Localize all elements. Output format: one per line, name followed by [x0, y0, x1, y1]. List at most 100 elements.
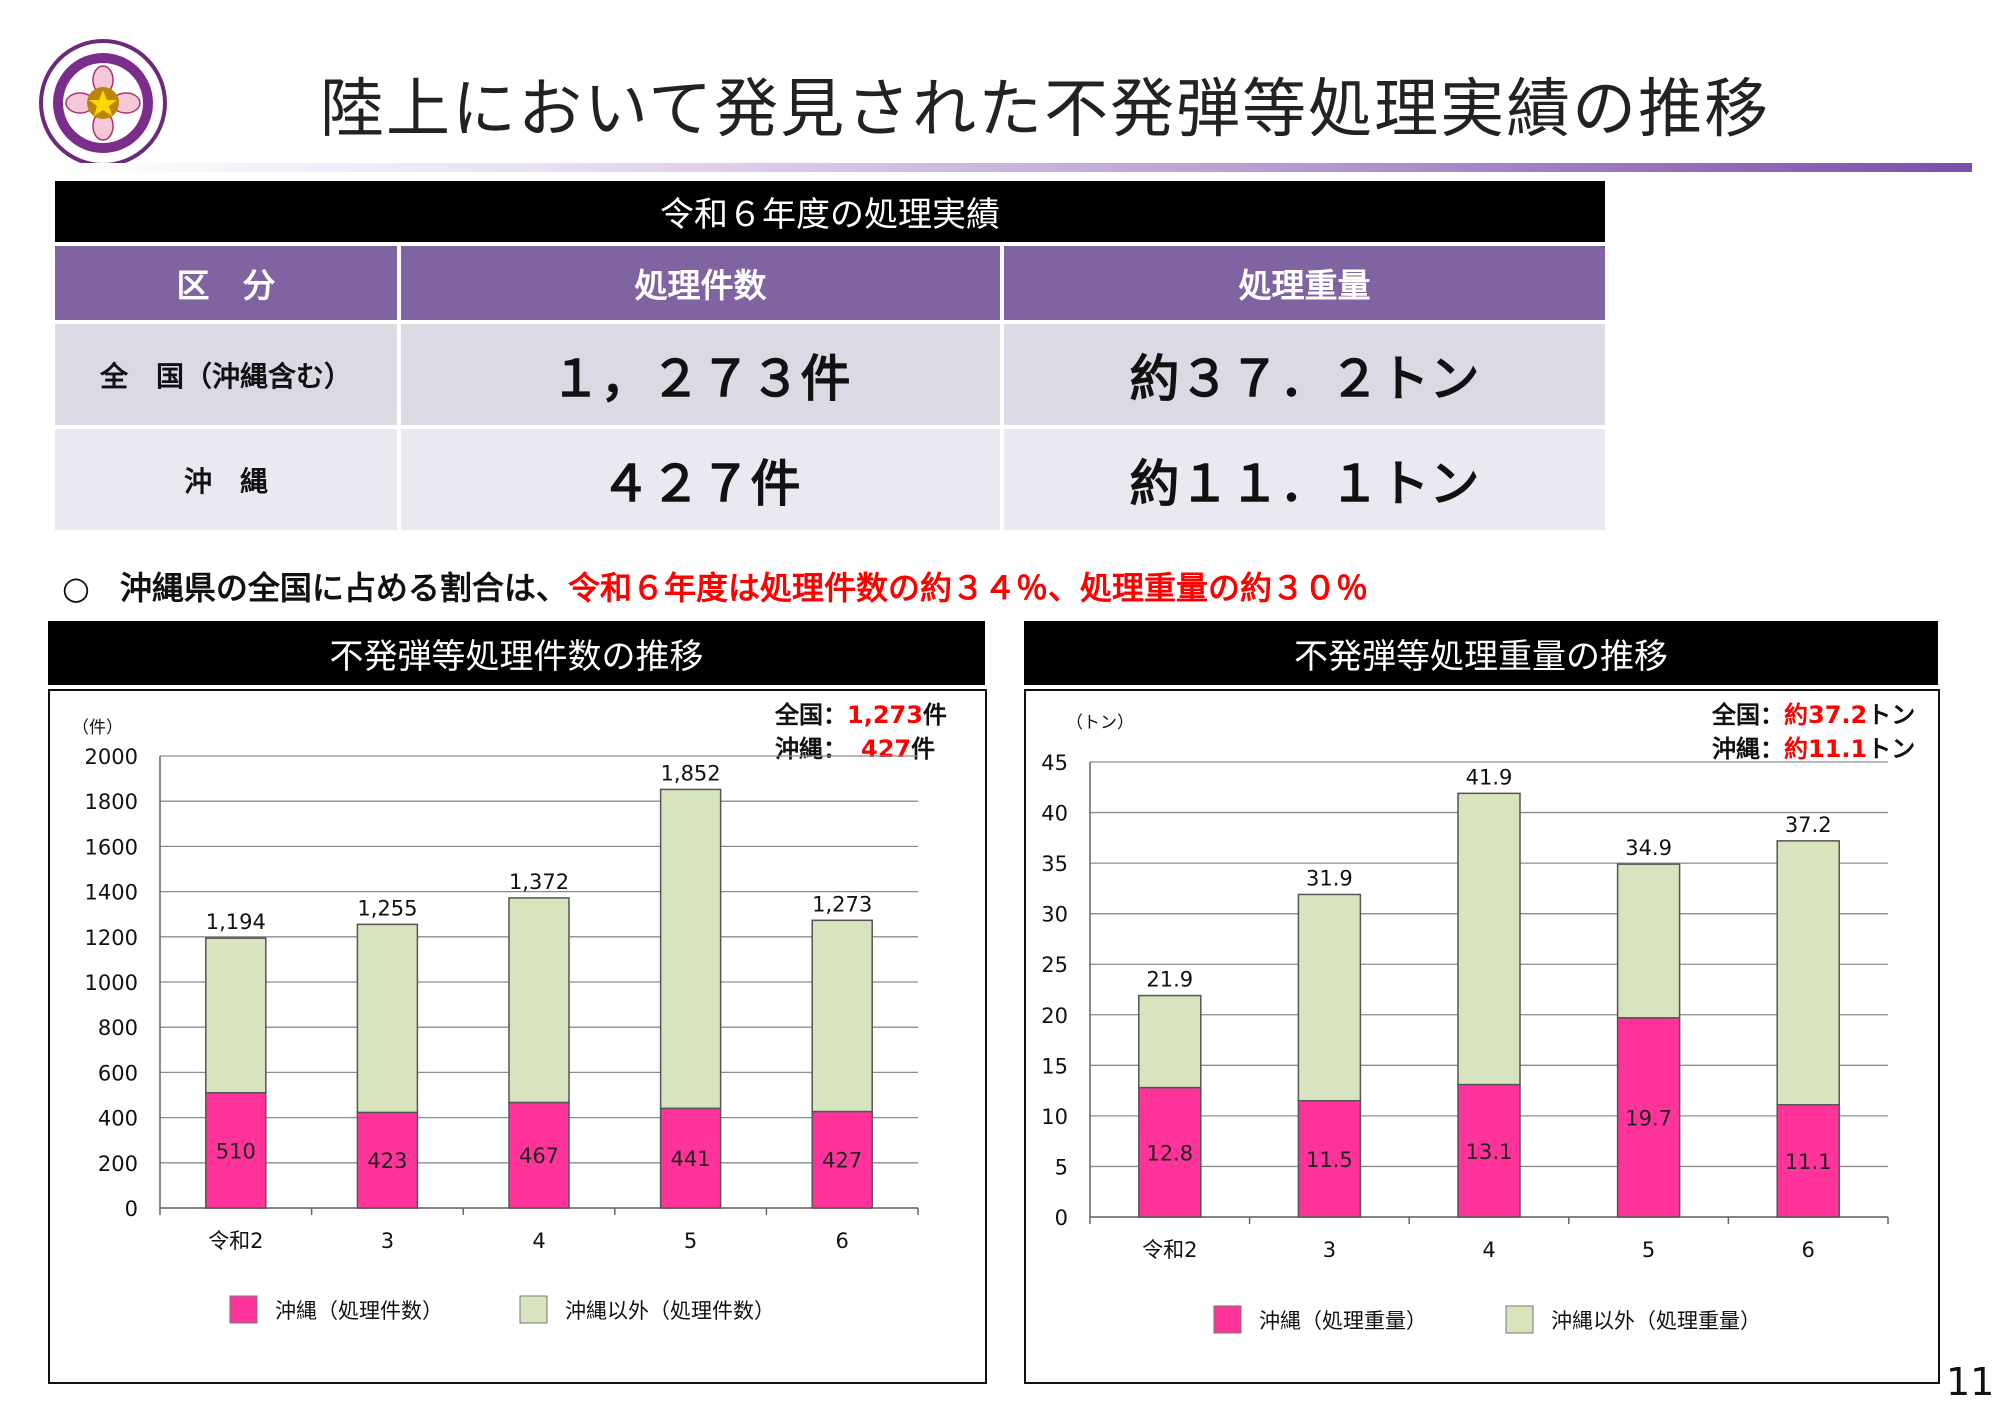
x-category-label: 6 — [836, 1229, 849, 1253]
weight-value: 約１１．１トン — [1004, 429, 1605, 530]
annotation-unit: 件 — [911, 735, 936, 763]
y-tick-label: 1000 — [85, 971, 138, 995]
bar-segment-okinawa — [508, 1101, 570, 1209]
table-row-okinawa: 沖 縄 ４２７件 約１１．１トン — [55, 429, 1605, 530]
bar-segment-okinawa — [1457, 1083, 1521, 1218]
y-tick-label: 0 — [125, 1197, 138, 1221]
column-header-category: 区 分 — [55, 246, 397, 320]
page-number: 11 — [1946, 1360, 1995, 1404]
legend-label: 沖縄以外（処理重量） — [1551, 1309, 1761, 1333]
y-tick-label: 15 — [1041, 1054, 1068, 1078]
weight-stacked-bar-chart: 051015202530354045（トン）12.821.9令和211.531.… — [1041, 713, 1889, 1334]
y-tick-label: 1200 — [85, 926, 138, 950]
bar-segment-other — [1616, 863, 1681, 1019]
bar-segment-other — [811, 919, 873, 1113]
count-value: １，２７３件 — [401, 324, 1000, 425]
annotation-unit: トン — [1867, 735, 1916, 763]
legend-swatch — [1505, 1305, 1534, 1334]
summary-table: 令和６年度の処理実績 区 分 処理件数 処理重量 全 国（沖縄含む） １，２７３… — [55, 181, 1605, 530]
bar-segment-other — [1138, 994, 1202, 1089]
weight-chart-title: 不発弾等処理重量の推移 — [1024, 621, 1938, 685]
y-tick-label: 25 — [1041, 953, 1068, 977]
annotation-label: 全国： — [1712, 701, 1784, 729]
annotation-value: 427 — [861, 735, 912, 763]
row-label: 沖 縄 — [55, 429, 397, 530]
summary-table-header-row: 区 分 処理件数 処理重量 — [55, 246, 1605, 320]
count-chart-title: 不発弾等処理件数の推移 — [48, 621, 985, 685]
count-value: ４２７件 — [401, 429, 1000, 530]
bar-segment-okinawa — [1297, 1099, 1362, 1218]
total-value-label: 21.9 — [1146, 968, 1193, 992]
annotation-value: 1,273 — [847, 701, 923, 729]
weight-value: 約３７．２トン — [1004, 324, 1605, 425]
okinawa-value-label: 19.7 — [1625, 1106, 1672, 1130]
legend-label: 沖縄以外（処理件数） — [565, 1299, 775, 1323]
x-category-label: 3 — [1323, 1238, 1336, 1262]
total-value-label: 31.9 — [1306, 866, 1353, 890]
total-value-label: 1,273 — [812, 892, 872, 916]
annotation-unit: 件 — [922, 701, 947, 729]
legend-label: 沖縄（処理重量） — [1259, 1309, 1427, 1333]
bar-segment-other — [659, 788, 722, 1110]
weight-chart-panel: 全国：約37.2トン 沖縄：約11.1トン 0 5 10 15 20 25 30 35 40 45… — [1024, 689, 1940, 1384]
bar-segment-other — [508, 897, 570, 1104]
bar-segment-other — [1776, 840, 1840, 1106]
legend-swatch — [1213, 1305, 1242, 1334]
total-value-label: 1,372 — [509, 870, 569, 894]
y-tick-label: 1800 — [85, 790, 138, 814]
legend-swatch — [229, 1295, 258, 1324]
okinawa-value-label: 12.8 — [1146, 1141, 1193, 1165]
y-axis-unit-label: （トン） — [1066, 713, 1134, 733]
count-stacked-bar-chart: 0 200 400 600 800 1000 1200 1400 1600 1800 2000 （件）… — [72, 718, 919, 1324]
bullet-circle-icon: ○ — [62, 569, 90, 607]
okinawa-value-label: 423 — [367, 1149, 407, 1173]
bar-segment-other — [205, 937, 267, 1094]
y-tick-label: 400 — [98, 1107, 138, 1131]
note-text: 沖縄県の全国に占める割合は、 — [119, 569, 568, 607]
y-tick-label: 35 — [1041, 852, 1068, 876]
total-value-label: 37.2 — [1785, 813, 1832, 837]
x-category-label: 5 — [1642, 1238, 1655, 1262]
annotation-label: 沖縄： — [1712, 735, 1784, 763]
weight-chart-annotation-okinawa: 沖縄：約11.1トン — [1712, 729, 1915, 764]
bar-segment-okinawa — [205, 1091, 267, 1209]
summary-table-title: 令和６年度の処理実績 — [55, 181, 1605, 242]
okinawa-value-label: 427 — [822, 1149, 862, 1173]
okinawa-value-label: 441 — [671, 1147, 711, 1171]
annotation-value: 約11.1 — [1784, 735, 1868, 763]
okinawa-value-label: 11.1 — [1785, 1150, 1832, 1174]
okinawa-value-label: 13.1 — [1466, 1140, 1513, 1164]
y-axis-unit-label: （件） — [72, 718, 123, 738]
y-tick-label: 30 — [1041, 903, 1068, 927]
total-value-label: 1,255 — [357, 896, 417, 920]
y-tick-label: 800 — [98, 1016, 138, 1040]
x-category-label: 6 — [1802, 1238, 1815, 1262]
bar-segment-okinawa — [659, 1107, 722, 1209]
bar-segment-other — [356, 923, 419, 1114]
column-header-weight: 処理重量 — [1004, 246, 1605, 320]
joint-staff-emblem-logo — [39, 39, 167, 167]
y-tick-label: 45 — [1041, 751, 1068, 775]
annotation-value: 約37.2 — [1784, 701, 1868, 729]
count-chart-annotation-national: 全国：1,273件 — [775, 695, 947, 730]
note-highlight-text: 令和６年度は処理件数の約３４％、処理重量の約３０％ — [567, 569, 1368, 607]
x-category-label: 3 — [381, 1229, 394, 1253]
total-value-label: 34.9 — [1625, 836, 1672, 860]
x-category-label: 4 — [532, 1229, 545, 1253]
bar-segment-okinawa — [356, 1111, 419, 1209]
y-tick-label: 200 — [98, 1152, 138, 1176]
title-divider — [40, 163, 1972, 172]
bar-segment-other — [1297, 893, 1362, 1102]
okinawa-value-label: 510 — [216, 1139, 256, 1163]
row-label: 全 国（沖縄含む） — [55, 324, 397, 425]
column-header-count: 処理件数 — [401, 246, 1000, 320]
y-tick-label: 10 — [1041, 1105, 1068, 1129]
count-chart-panel: 全国：1,273件 沖縄： 427件 0 200 400 600 800 1000 1200 1… — [48, 689, 987, 1384]
legend-swatch — [519, 1295, 548, 1324]
bar-segment-other — [1457, 792, 1521, 1086]
annotation-unit: トン — [1867, 701, 1916, 729]
annotation-label: 全国： — [775, 701, 847, 729]
y-tick-label: 1400 — [85, 881, 138, 905]
table-row-nationwide: 全 国（沖縄含む） １，２７３件 約３７．２トン — [55, 324, 1605, 425]
okinawa-value-label: 11.5 — [1306, 1148, 1353, 1172]
